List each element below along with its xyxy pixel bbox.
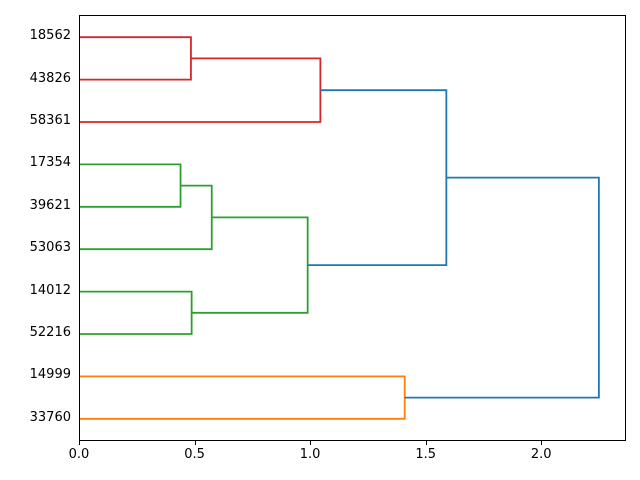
leaf-label-14999: 14999	[29, 367, 71, 383]
dendrogram-link-M6	[80, 375, 406, 420]
x-tick-mark-1.0	[310, 441, 312, 445]
dendrogram-link-M1	[80, 57, 322, 123]
leaf-label-53063: 53063	[29, 240, 71, 256]
leaf-label-58361: 58361	[29, 113, 71, 128]
x-tick-mark-2.0	[541, 441, 543, 445]
x-tick-label-0.0: 0.0	[68, 447, 90, 462]
x-tick-mark-1.5	[425, 441, 427, 445]
dendrogram-link-M7	[307, 89, 448, 267]
leaf-label-43826: 43826	[29, 70, 71, 86]
leaf-label-33760: 33760	[29, 409, 71, 425]
dendrogram-link-M0	[80, 36, 192, 81]
dendrogram-link-M4	[80, 290, 193, 335]
dendrogram-link-M5	[191, 216, 309, 314]
dendrogram-link-M3	[80, 184, 213, 251]
x-tick-mark-0.5	[194, 441, 196, 445]
dendrogram-link-M2	[80, 163, 182, 208]
leaf-label-52216: 52216	[29, 325, 71, 340]
x-tick-mark-0.0	[79, 441, 80, 445]
plot-area	[79, 15, 626, 441]
leaf-label-14012: 14012	[29, 282, 71, 298]
x-tick-label-2.0: 2.0	[530, 447, 552, 462]
x-tick-label-1.0: 1.0	[299, 447, 321, 462]
leaf-label-39621: 39621	[29, 197, 71, 213]
leaf-label-18562: 18562	[29, 28, 71, 44]
dendrogram-link-M8	[404, 176, 600, 399]
leaf-label-17354: 17354	[29, 155, 71, 171]
x-tick-label-0.5: 0.5	[184, 447, 205, 462]
dendrogram-svg	[80, 36, 600, 420]
x-tick-label-1.5: 1.5	[415, 447, 437, 462]
